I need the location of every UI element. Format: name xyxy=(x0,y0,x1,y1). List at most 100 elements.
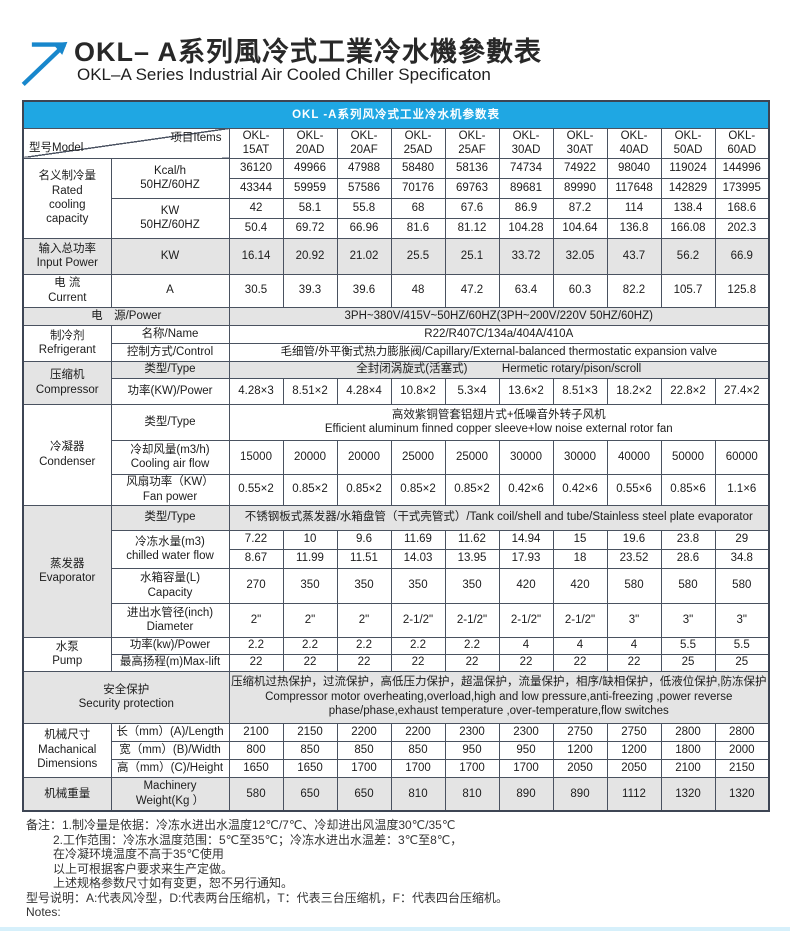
cooling-air-flow-value-0: 15000 xyxy=(228,439,284,475)
pump-max-lift-item: 最高扬程(m)Max-lift xyxy=(110,653,230,672)
input-power-group: 输入总功率 Input Power xyxy=(22,237,112,275)
rated-kcal-50hz-value-6: 74922 xyxy=(552,157,608,179)
rated-kw-50hz-value-9: 168.6 xyxy=(714,197,770,219)
tank-capacity-value-8: 580 xyxy=(660,567,716,604)
dimension-height-item: 高（mm）(C)/Height xyxy=(110,758,230,778)
pump-power-item: 功率(kw)/Power xyxy=(110,636,230,655)
current-value-5: 63.4 xyxy=(498,273,554,308)
tank-capacity-value-0: 270 xyxy=(228,567,284,604)
row-pipe-diameter: 进出水管径(inch) Diameter 2" 2" 2" 2-1/2" 2-1/2" 2-1… xyxy=(23,602,770,638)
tank-capacity-value-2: 350 xyxy=(336,567,392,604)
pump-max-lift-value-4: 22 xyxy=(444,653,500,672)
row-evaporator-type: 蒸发器 Evaporator 类型/Type 不锈钢板式蒸发器/水箱盘管（干式壳管式）… xyxy=(22,504,770,638)
compressor-power-value-7: 18.2×2 xyxy=(606,377,662,405)
dimension-width-value-6: 1200 xyxy=(552,740,608,760)
row-refrigerant-name: 制冷剂 Refrigerant 名称/Name R22/R407C/134a/404A… xyxy=(22,324,770,362)
chilled-water-50hz-value-4: 11.62 xyxy=(444,529,500,550)
rated-kcal-50hz-value-3: 58480 xyxy=(390,157,446,179)
rated-kw-50hz-value-1: 58.1 xyxy=(282,197,338,219)
refrigerant-name-group: 制冷剂 Refrigerant xyxy=(22,324,112,362)
machinery-weight-group: 机械重量 xyxy=(22,776,112,812)
dimension-height-value-3: 1700 xyxy=(390,758,446,778)
pipe-diameter-value-5: 2-1/2" xyxy=(498,602,554,638)
row-rated-kcal-60hz: 43344 59959 57586 70176 69763 89681 89990 11764… xyxy=(23,177,770,199)
input-power-value-9: 66.9 xyxy=(714,237,770,275)
fan-power-value-0: 0.55×2 xyxy=(228,473,284,506)
dimension-length-group: 机械尺寸 Machanical Dimensions xyxy=(22,722,112,778)
chilled-water-60hz-value-1: 11.99 xyxy=(282,548,338,569)
compressor-power-value-2: 4.28×4 xyxy=(336,377,392,405)
chilled-water-60hz-value-3: 14.03 xyxy=(390,548,446,569)
dimension-length-value-4: 2300 xyxy=(444,722,500,742)
cooling-air-flow-value-4: 25000 xyxy=(444,439,500,475)
rated-kcal-50hz-value-0: 36120 xyxy=(228,157,284,179)
chilled-water-50hz-value-7: 19.6 xyxy=(606,529,662,550)
rated-kcal-60hz-value-5: 89681 xyxy=(498,177,554,199)
refrigerant-control-item: 控制方式/Control xyxy=(110,342,230,362)
pipe-diameter-value-7: 3" xyxy=(606,602,662,638)
security-protection-span: 压缩机过热保护，过流保护，高低压力保护，超温保护，流量保护，相序/缺相保护，低液… xyxy=(228,670,770,724)
rated-kw-60hz-value-9: 202.3 xyxy=(714,217,770,239)
compressor-power-value-6: 8.51×3 xyxy=(552,377,608,405)
machinery-weight-value-7: 1112 xyxy=(606,776,662,812)
rated-kw-60hz-value-7: 136.8 xyxy=(606,217,662,239)
model-header-3: OKL- 25AD xyxy=(390,127,446,159)
pipe-diameter-value-9: 3" xyxy=(714,602,770,638)
chilled-water-60hz-value-6: 18 xyxy=(552,548,608,569)
chilled-water-50hz-value-0: 7.22 xyxy=(228,529,284,550)
row-pump-max-lift: 最高扬程(m)Max-lift 22 22 22 22 22 22 22 22 25 25 xyxy=(23,653,770,672)
dimension-length-value-0: 2100 xyxy=(228,722,284,742)
tank-capacity-value-4: 350 xyxy=(444,567,500,604)
pump-power-value-6: 4 xyxy=(552,636,608,655)
tank-capacity-value-5: 420 xyxy=(498,567,554,604)
row-dimension-height: 高（mm）(C)/Height 1650 1650 1700 1700 1700 1700 2… xyxy=(23,758,770,778)
tank-capacity-value-3: 350 xyxy=(390,567,446,604)
dimension-width-value-1: 850 xyxy=(282,740,338,760)
row-chilled-water-50hz: 冷冻水量(m3) chilled water flow 7.22 10 9.6 11.69… xyxy=(23,529,770,569)
table-caption-row: OKL -A系列风冷式工业冷水机参数表 xyxy=(22,100,770,129)
rated-kw-50hz-value-6: 87.2 xyxy=(552,197,608,219)
dimension-height-value-4: 1700 xyxy=(444,758,500,778)
dimension-width-value-2: 850 xyxy=(336,740,392,760)
chilled-water-50hz-item: 冷冻水量(m3) chilled water flow xyxy=(110,529,230,569)
machinery-weight-value-8: 1320 xyxy=(660,776,716,812)
dimension-length-value-9: 2800 xyxy=(714,722,770,742)
rated-kcal-50hz-value-7: 98040 xyxy=(606,157,662,179)
pump-max-lift-value-3: 22 xyxy=(390,653,446,672)
dimension-width-item: 宽（mm）(B)/Width xyxy=(110,740,230,760)
dimension-width-value-4: 950 xyxy=(444,740,500,760)
fan-power-value-4: 0.85×2 xyxy=(444,473,500,506)
current-group: 电 流 Current xyxy=(22,273,112,308)
model-header-8: OKL- 50AD xyxy=(660,127,716,159)
bottom-accent-strip xyxy=(0,927,790,931)
pump-power-group: 水泵 Pump xyxy=(22,636,112,672)
fan-power-item: 风扇功率（KW） Fan power xyxy=(110,473,230,506)
cooling-air-flow-value-1: 20000 xyxy=(282,439,338,475)
rated-kw-60hz-value-2: 66.96 xyxy=(336,217,392,239)
compressor-power-value-3: 10.8×2 xyxy=(390,377,446,405)
chilled-water-60hz-value-8: 28.6 xyxy=(660,548,716,569)
chilled-water-50hz-value-6: 15 xyxy=(552,529,608,550)
fan-power-value-7: 0.55×6 xyxy=(606,473,662,506)
row-tank-capacity: 水箱容量(L) Capacity 270 350 350 350 350 420 420 580 5… xyxy=(23,567,770,604)
chilled-water-60hz-value-4: 13.95 xyxy=(444,548,500,569)
machinery-weight-value-6: 890 xyxy=(552,776,608,812)
rated-kw-60hz-value-4: 81.12 xyxy=(444,217,500,239)
table-caption: OKL -A系列风冷式工业冷水机参数表 xyxy=(22,100,770,129)
model-header-4: OKL- 25AF xyxy=(444,127,500,159)
page-title: OKL– A系列風冷式工業冷水機參數表 xyxy=(74,37,543,67)
current-value-1: 39.3 xyxy=(282,273,338,308)
rated-kw-50hz-value-0: 42 xyxy=(228,197,284,219)
rated-kcal-60hz-value-0: 43344 xyxy=(228,177,284,199)
compressor-power-value-0: 4.28×3 xyxy=(228,377,284,405)
input-power-value-8: 56.2 xyxy=(660,237,716,275)
pump-power-value-2: 2.2 xyxy=(336,636,392,655)
machinery-weight-value-2: 650 xyxy=(336,776,392,812)
dimension-length-value-7: 2750 xyxy=(606,722,662,742)
row-compressor-type: 压缩机 Compressor 类型/Type 全封闭涡旋式(活塞式) Hermetic… xyxy=(22,360,770,405)
tank-capacity-value-6: 420 xyxy=(552,567,608,604)
dimension-width-value-9: 2000 xyxy=(714,740,770,760)
compressor-power-value-5: 13.6×2 xyxy=(498,377,554,405)
pump-power-value-5: 4 xyxy=(498,636,554,655)
pump-max-lift-value-9: 25 xyxy=(714,653,770,672)
